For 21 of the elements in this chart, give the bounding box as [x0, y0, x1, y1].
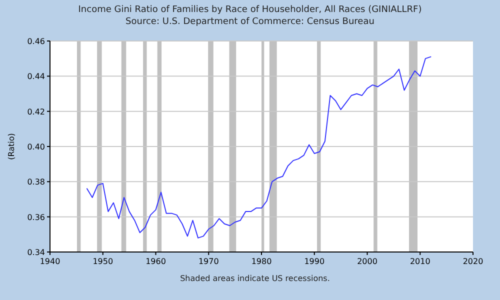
x-tick-label: 2020: [462, 257, 484, 266]
x-tick-label: 1940: [40, 257, 60, 266]
chart-subtitle: Source: U.S. Department of Commerce: Census Bureau: [126, 17, 374, 27]
y-tick-label: 0.46: [27, 37, 45, 46]
x-tick-label: 1960: [146, 257, 166, 266]
y-tick-label: 0.44: [27, 72, 45, 82]
y-tick-label: 0.34: [27, 248, 45, 257]
x-tick-label: 2010: [410, 257, 430, 266]
line-series: [86, 56, 432, 238]
x-tick-label: 1980: [251, 257, 272, 266]
x-tick-label: 1950: [92, 257, 114, 266]
y-axis-title: (Ratio): [7, 133, 16, 160]
x-tick-label: 2000: [357, 257, 378, 266]
y-tick-label: 0.36: [27, 212, 45, 222]
text: Shaded areas indicate US recessions.: [180, 274, 330, 283]
y-tick-label: 0.42: [27, 107, 45, 116]
x-tick-label: 1990: [304, 257, 325, 266]
y-tick-label: 0.40: [27, 142, 45, 152]
x-tick-label: 1970: [198, 257, 219, 266]
y-tick-label: 0.38: [27, 178, 45, 187]
chart-title: Income Gini Ratio of Families by Race of Householder, All Races (GINIALLRF): [78, 5, 422, 15]
